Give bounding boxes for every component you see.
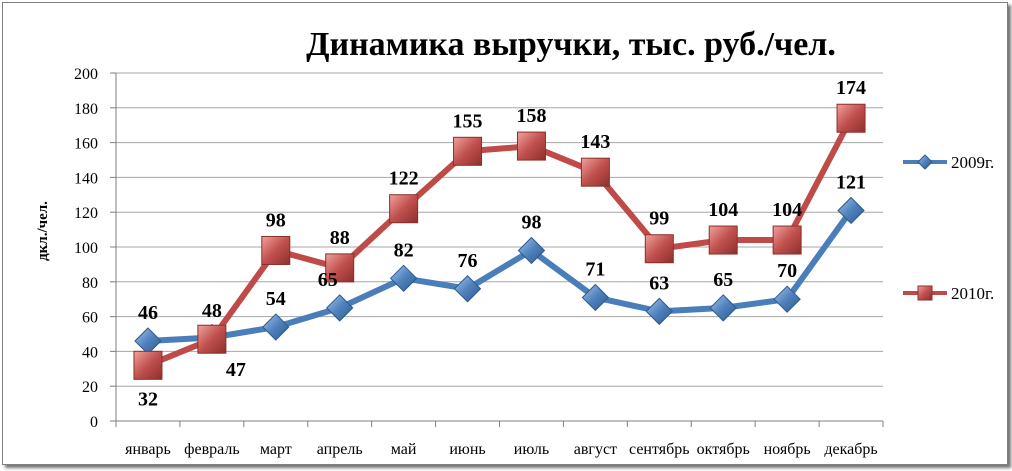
data-point (516, 131, 546, 161)
data-label: 71 (585, 258, 605, 280)
data-point (389, 194, 419, 224)
y-tick-label: 60 (82, 310, 98, 327)
x-tick-label: февраль (184, 441, 240, 458)
y-tick-label: 180 (74, 101, 98, 118)
data-point (581, 283, 610, 312)
x-tick-label: март (260, 441, 292, 458)
data-point (326, 294, 354, 322)
data-point (517, 236, 546, 265)
y-tick-label: 0 (90, 414, 98, 431)
y-tick-label: 140 (74, 170, 98, 187)
data-label: 88 (330, 227, 350, 249)
data-label: 98 (266, 209, 286, 231)
data-point (836, 103, 866, 133)
data-point (772, 225, 802, 255)
data-point (837, 196, 865, 225)
revenue-line-chart: Динамика выручки, тыс. руб./чел. дкл./че… (35, 26, 994, 458)
data-label: 63 (649, 272, 669, 294)
data-label: 54 (266, 288, 286, 310)
data-label: 65 (318, 269, 338, 291)
series-line (144, 207, 855, 344)
x-tick-label: август (574, 441, 617, 458)
data-point (453, 275, 482, 303)
y-tick-label: 200 (74, 66, 98, 83)
data-point (261, 235, 291, 265)
legend-marker (917, 154, 933, 170)
y-tick-label: 40 (82, 344, 98, 361)
x-tick-label: ноябрь (764, 441, 811, 458)
x-tick-label: сентябрь (629, 441, 690, 458)
y-tick-label: 100 (74, 240, 98, 257)
y-tick-label: 120 (74, 205, 98, 222)
data-point (262, 313, 290, 341)
data-label: 98 (521, 211, 541, 233)
data-point (645, 297, 673, 326)
legend-marker (917, 285, 933, 301)
data-point (133, 350, 163, 380)
y-axis-label: дкл./чел. (35, 201, 51, 261)
data-label: 143 (580, 131, 610, 153)
data-point (389, 264, 418, 293)
data-point (708, 225, 738, 255)
data-label: 32 (138, 388, 158, 410)
data-label: 65 (713, 269, 733, 291)
legend-label: 2010г. (951, 284, 994, 303)
chart-frame: Динамика выручки, тыс. руб./чел. дкл./че… (2, 2, 1008, 465)
data-point (773, 285, 801, 313)
data-label: 82 (394, 239, 414, 261)
data-point (580, 157, 610, 187)
x-tick-label: май (391, 441, 417, 458)
chart-title: Динамика выручки, тыс. руб./чел. (306, 26, 836, 63)
data-label: 99 (649, 208, 669, 230)
legend-item: 2010г. (903, 284, 994, 303)
data-point (644, 234, 674, 264)
legend-item: 2009г. (903, 153, 994, 172)
data-label: 155 (453, 110, 483, 132)
data-label: 46 (138, 302, 158, 324)
data-label: 76 (458, 250, 478, 272)
data-point (709, 294, 737, 322)
data-label: 122 (389, 168, 419, 190)
data-point (197, 324, 227, 354)
x-tick-label: июль (514, 441, 549, 458)
data-label: 121 (836, 171, 866, 193)
y-tick-label: 160 (74, 136, 98, 153)
data-point (453, 136, 483, 166)
x-tick-label: апрель (317, 441, 363, 458)
data-point (325, 253, 355, 283)
legend-label: 2009г. (951, 153, 994, 172)
x-tick-label: январь (125, 441, 171, 458)
data-label: 70 (777, 260, 797, 282)
x-tick-label: октябрь (697, 441, 750, 458)
x-tick-label: декабрь (824, 441, 877, 458)
data-label: 48 (202, 300, 222, 322)
data-label: 47 (226, 359, 246, 381)
data-label: 174 (836, 77, 866, 99)
data-label: 104 (708, 199, 738, 221)
data-point (134, 327, 162, 355)
y-tick-label: 80 (82, 275, 98, 292)
data-label: 104 (772, 199, 802, 221)
data-label: 158 (516, 105, 546, 127)
x-tick-label: июнь (449, 441, 485, 458)
y-tick-label: 20 (82, 379, 98, 396)
